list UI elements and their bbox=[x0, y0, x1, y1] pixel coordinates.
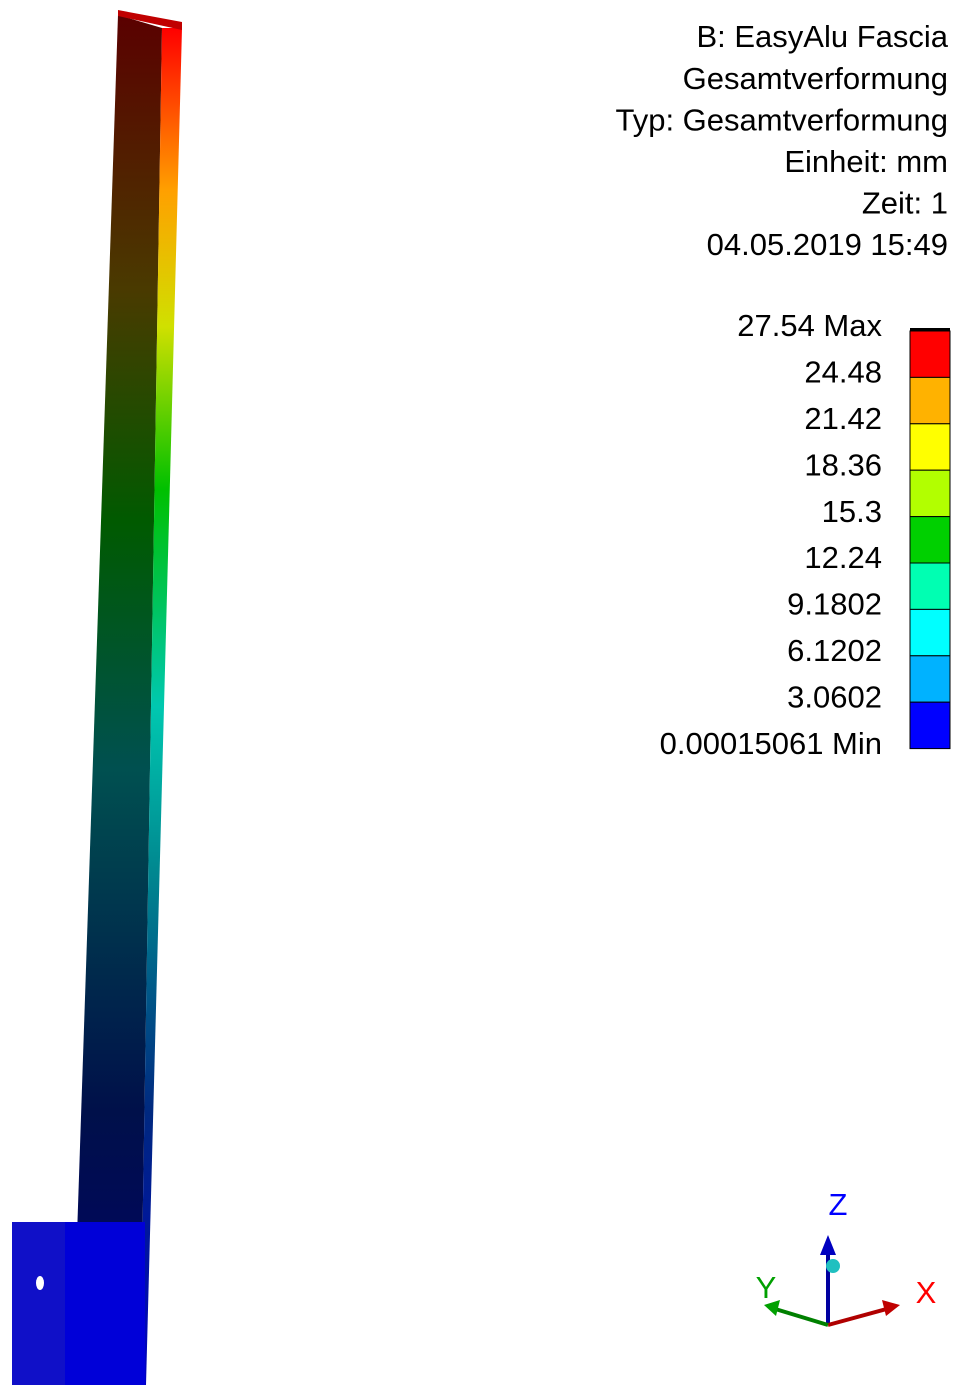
z-label: Z bbox=[829, 1187, 848, 1222]
legend-label: 6.1202 bbox=[787, 633, 882, 668]
legend-band bbox=[910, 331, 950, 377]
legend-label: 0.00015061 Min bbox=[660, 726, 882, 761]
legend-band bbox=[910, 609, 950, 655]
legend-band bbox=[910, 470, 950, 516]
beam-model bbox=[12, 10, 182, 1385]
bolt-hole bbox=[36, 1276, 44, 1290]
axis-triad: Z X Y bbox=[756, 1187, 937, 1325]
legend-label: 15.3 bbox=[822, 494, 882, 529]
legend-label: 27.54 Max bbox=[737, 308, 882, 343]
x-arrow bbox=[882, 1300, 900, 1316]
legend-band bbox=[910, 517, 950, 563]
legend-band bbox=[910, 563, 950, 609]
legend-label: 21.42 bbox=[804, 401, 882, 436]
page: Z X Y B: EasyAlu Fascia Gesamtverformung T… bbox=[0, 0, 954, 1392]
origin-ball bbox=[826, 1259, 840, 1273]
z-arrow bbox=[820, 1235, 836, 1255]
header-line: Zeit: 1 bbox=[862, 186, 948, 221]
header-line: B: EasyAlu Fascia bbox=[696, 19, 948, 54]
legend-label: 18.36 bbox=[804, 447, 882, 482]
legend-label: 24.48 bbox=[804, 355, 882, 390]
x-axis bbox=[828, 1308, 890, 1325]
y-axis bbox=[772, 1308, 828, 1325]
base-plate-side bbox=[65, 1222, 145, 1385]
base-plate bbox=[12, 1222, 70, 1385]
header-line: Einheit: mm bbox=[784, 144, 948, 179]
legend-label: 12.24 bbox=[804, 540, 882, 575]
legend-band bbox=[910, 656, 950, 702]
header-line: Typ: Gesamtverformung bbox=[615, 102, 948, 137]
legend-band bbox=[910, 702, 950, 748]
legend-band bbox=[910, 424, 950, 470]
legend-label: 3.0602 bbox=[787, 679, 882, 714]
legend-label: 9.1802 bbox=[787, 587, 882, 622]
legend-cap bbox=[910, 328, 950, 331]
header-line: 04.05.2019 15:49 bbox=[707, 227, 948, 262]
legend-band bbox=[910, 377, 950, 423]
x-label: X bbox=[916, 1275, 937, 1310]
viewport: Z X Y B: EasyAlu Fascia Gesamtverformung T… bbox=[0, 0, 954, 1387]
y-label: Y bbox=[756, 1270, 777, 1305]
header-line: Gesamtverformung bbox=[683, 61, 948, 96]
